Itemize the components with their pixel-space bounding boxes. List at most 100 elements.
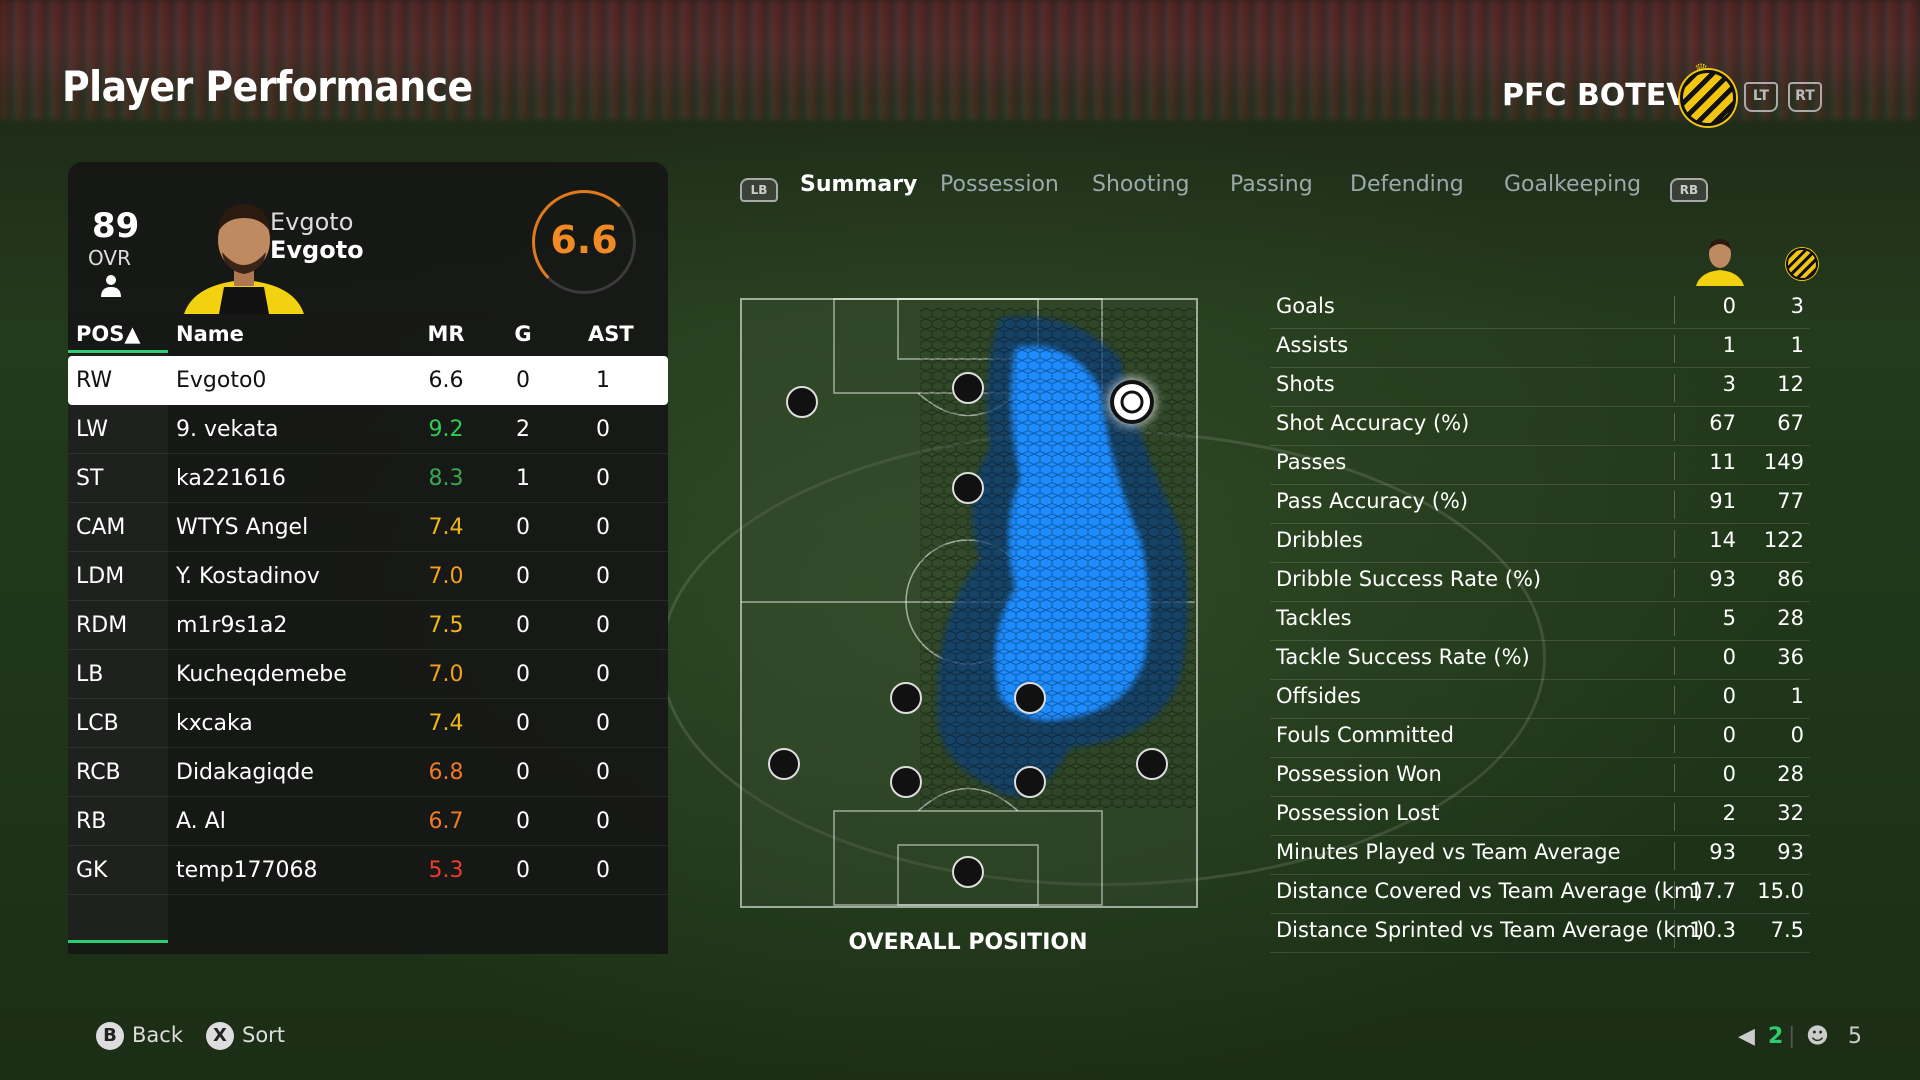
stat-player-value: 91 bbox=[1709, 489, 1736, 513]
stat-divider bbox=[1674, 491, 1675, 519]
player-ovr-value: 89 bbox=[92, 206, 140, 246]
stat-row: Tackles 5 28 bbox=[1270, 602, 1810, 641]
stat-row: Minutes Played vs Team Average 93 93 bbox=[1270, 836, 1810, 875]
row-mr: 7.5 bbox=[428, 613, 464, 638]
stat-team-value: 28 bbox=[1777, 762, 1804, 786]
lb-bumper-button[interactable]: LB bbox=[740, 178, 778, 202]
table-row[interactable]: RB A. Al 6.7 0 0 bbox=[68, 797, 668, 846]
rb-bumper-button[interactable]: RB bbox=[1670, 178, 1708, 202]
header-mr[interactable]: MR bbox=[427, 322, 465, 346]
row-mr: 5.3 bbox=[428, 858, 464, 883]
stat-team-value: 1 bbox=[1790, 684, 1804, 708]
table-row[interactable]: RCB Didakagiqde 6.8 0 0 bbox=[68, 748, 668, 797]
stat-label: Assists bbox=[1276, 333, 1349, 357]
header-pos[interactable]: POS▲ bbox=[76, 322, 141, 346]
player-marker bbox=[786, 386, 818, 418]
tab-summary[interactable]: Summary bbox=[800, 172, 918, 197]
stat-row: Tackle Success Rate (%) 0 36 bbox=[1270, 641, 1810, 680]
back-button[interactable]: B Back bbox=[96, 1022, 183, 1050]
stat-player-value: 0 bbox=[1722, 684, 1736, 708]
row-ast: 0 bbox=[596, 760, 610, 785]
row-name: m1r9s1a2 bbox=[176, 613, 288, 638]
page-title: Player Performance bbox=[62, 62, 473, 111]
row-pos: LDM bbox=[76, 564, 125, 589]
stat-label: Possession Lost bbox=[1276, 801, 1440, 825]
table-row[interactable]: LCB kxcaka 7.4 0 0 bbox=[68, 699, 668, 748]
row-ast: 0 bbox=[596, 466, 610, 491]
row-g: 0 bbox=[516, 368, 530, 393]
row-mr: 8.3 bbox=[428, 466, 464, 491]
row-g: 1 bbox=[516, 466, 530, 491]
row-ast: 0 bbox=[596, 417, 610, 442]
row-name: Evgoto0 bbox=[176, 368, 267, 393]
stat-player-value: 67 bbox=[1709, 411, 1736, 435]
stat-row: Offsides 0 1 bbox=[1270, 680, 1810, 719]
players-icon: ☻ bbox=[1806, 1024, 1829, 1049]
x-button-icon: X bbox=[206, 1022, 234, 1050]
row-ast: 1 bbox=[596, 368, 610, 393]
row-mr: 9.2 bbox=[428, 417, 464, 442]
team-mini-crest-icon bbox=[1786, 248, 1818, 280]
stat-label: Offsides bbox=[1276, 684, 1361, 708]
stat-label: Goals bbox=[1276, 294, 1335, 318]
teammate-markers bbox=[768, 372, 1168, 888]
speaker-icon: ◀ bbox=[1738, 1024, 1755, 1049]
stat-label: Tackle Success Rate (%) bbox=[1276, 645, 1530, 669]
stat-team-value: 122 bbox=[1763, 528, 1804, 552]
player-list-table: POS▲ Name MR G AST RW Evgoto0 6.6 0 1 LW 9. ve… bbox=[68, 314, 668, 954]
tab-possession[interactable]: Possession bbox=[940, 172, 1059, 197]
header-ast[interactable]: AST bbox=[588, 322, 634, 346]
table-row[interactable]: LW 9. vekata 9.2 2 0 bbox=[68, 405, 668, 454]
stat-team-value: 15.0 bbox=[1757, 879, 1804, 903]
row-name: Didakagiqde bbox=[176, 760, 314, 785]
stat-label: Pass Accuracy (%) bbox=[1276, 489, 1469, 513]
tab-defending[interactable]: Defending bbox=[1350, 172, 1464, 197]
stat-player-value: 0 bbox=[1722, 762, 1736, 786]
stat-team-value: 93 bbox=[1777, 840, 1804, 864]
person-icon bbox=[101, 275, 121, 297]
row-ast: 0 bbox=[596, 711, 610, 736]
row-name: Y. Kostadinov bbox=[176, 564, 320, 589]
stat-divider bbox=[1674, 764, 1675, 792]
table-row[interactable]: GK temp177068 5.3 0 0 bbox=[68, 846, 668, 895]
stat-label: Tackles bbox=[1276, 606, 1352, 630]
player-mini-portrait bbox=[1696, 239, 1744, 286]
table-row[interactable]: ST ka221616 8.3 1 0 bbox=[68, 454, 668, 503]
stat-divider bbox=[1674, 296, 1675, 324]
stat-divider bbox=[1674, 530, 1675, 558]
table-row[interactable]: CAM WTYS Angel 7.4 0 0 bbox=[68, 503, 668, 552]
player-marker bbox=[1014, 682, 1046, 714]
stat-player-value: 3 bbox=[1722, 372, 1736, 396]
stat-divider bbox=[1674, 374, 1675, 402]
rt-trigger-button[interactable]: RT bbox=[1788, 82, 1822, 112]
tab-goalkeeping[interactable]: Goalkeeping bbox=[1504, 172, 1642, 197]
row-ast: 0 bbox=[596, 613, 610, 638]
stat-row: Fouls Committed 0 0 bbox=[1270, 719, 1810, 758]
stat-team-value: 1 bbox=[1790, 333, 1804, 357]
stat-row: Possession Won 0 28 bbox=[1270, 758, 1810, 797]
header-g[interactable]: G bbox=[514, 322, 532, 346]
tab-passing[interactable]: Passing bbox=[1230, 172, 1313, 197]
stat-team-value: 0 bbox=[1790, 723, 1804, 747]
stat-team-value: 67 bbox=[1777, 411, 1804, 435]
table-row[interactable]: RDM m1r9s1a2 7.5 0 0 bbox=[68, 601, 668, 650]
row-pos: RCB bbox=[76, 760, 121, 785]
row-pos: CAM bbox=[76, 515, 126, 540]
header-name[interactable]: Name bbox=[176, 322, 244, 346]
pitch-svg bbox=[741, 298, 1196, 906]
row-g: 0 bbox=[516, 515, 530, 540]
table-row[interactable]: RW Evgoto0 6.6 0 1 bbox=[68, 356, 668, 405]
stat-label: Shot Accuracy (%) bbox=[1276, 411, 1470, 435]
player-marker bbox=[952, 856, 984, 888]
stat-player-value: 11 bbox=[1709, 450, 1736, 474]
table-row[interactable]: LB Kucheqdemebe 7.0 0 0 bbox=[68, 650, 668, 699]
sort-button[interactable]: X Sort bbox=[206, 1022, 285, 1050]
lt-trigger-button[interactable]: LT bbox=[1744, 82, 1778, 112]
stat-player-value: 93 bbox=[1709, 840, 1736, 864]
stat-player-value: 93 bbox=[1709, 567, 1736, 591]
table-row[interactable]: LDM Y. Kostadinov 7.0 0 0 bbox=[68, 552, 668, 601]
tab-shooting[interactable]: Shooting bbox=[1092, 172, 1190, 197]
player-marker bbox=[890, 682, 922, 714]
row-pos: ST bbox=[76, 466, 104, 491]
row-g: 0 bbox=[516, 809, 530, 834]
